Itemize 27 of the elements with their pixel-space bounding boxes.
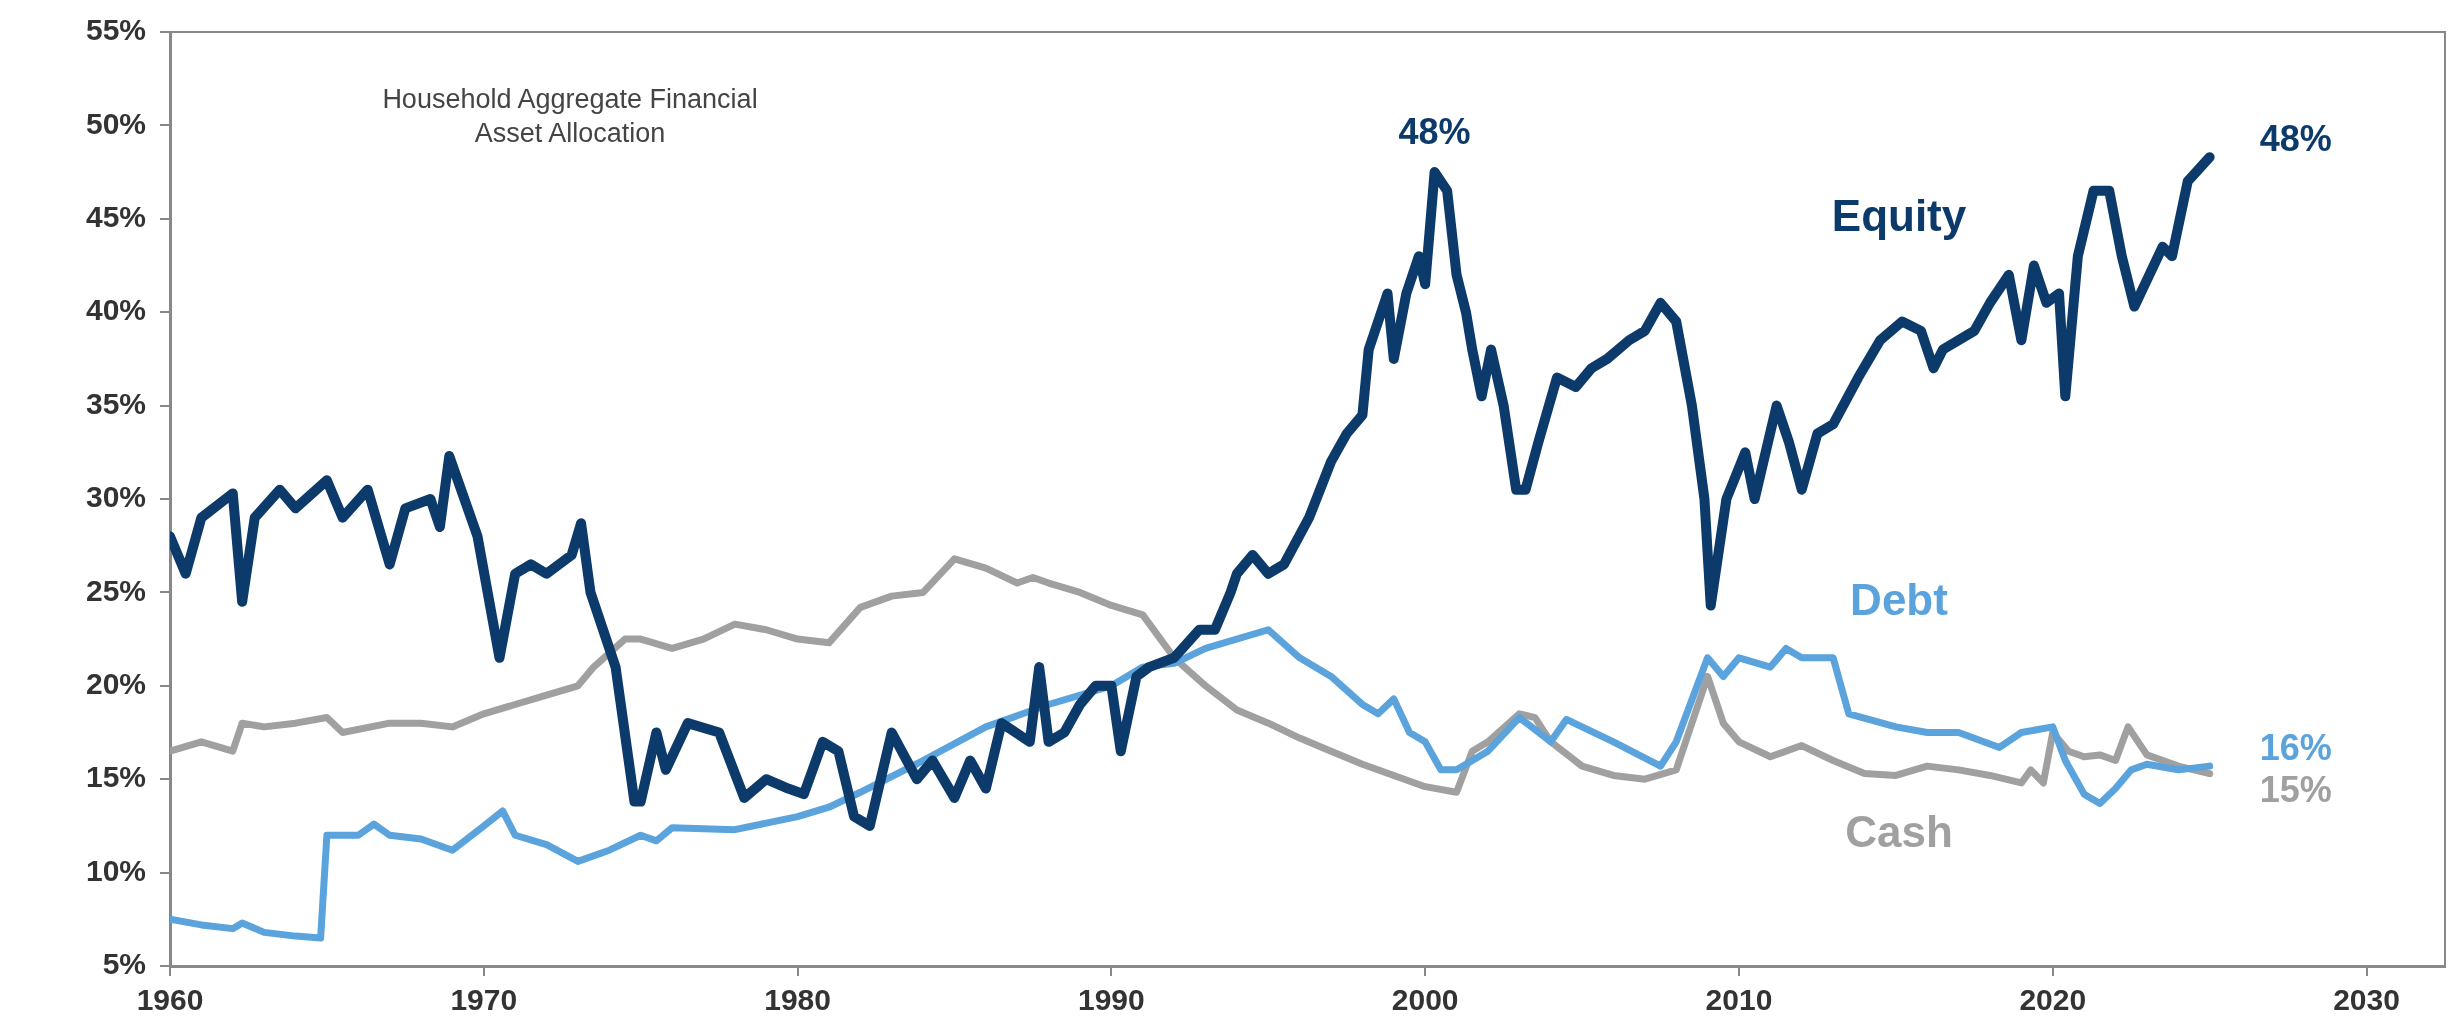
- y-tick-label: 30%: [85, 480, 146, 514]
- x-tick-label: 2020: [2019, 983, 2087, 1017]
- data-label: 15%: [2259, 769, 2332, 811]
- y-tick-label: 45%: [85, 200, 146, 234]
- x-tick-label: 1990: [1078, 983, 1145, 1017]
- y-tick-label: 15%: [85, 760, 146, 794]
- data-label: 48%: [1398, 111, 1471, 153]
- data-label: 48%: [2259, 118, 2332, 160]
- series-label: Cash: [1845, 806, 1953, 856]
- y-tick-label: 35%: [85, 386, 146, 420]
- x-tick-label: 2030: [2333, 983, 2400, 1017]
- data-label: 16%: [2259, 727, 2332, 769]
- x-tick-label: 2000: [1391, 983, 1459, 1017]
- y-tick-label: 25%: [85, 573, 146, 607]
- y-tick-label: 10%: [85, 853, 146, 887]
- x-tick-label: 1970: [450, 983, 518, 1017]
- x-tick-label: 1980: [764, 983, 831, 1017]
- x-tick-label: 2010: [1705, 983, 1773, 1017]
- series-label: Equity: [1831, 191, 1967, 241]
- y-tick-label: 5%: [102, 947, 146, 981]
- y-tick-label: 20%: [85, 667, 146, 701]
- x-tick-label: 1960: [136, 983, 204, 1017]
- y-tick-label: 55%: [85, 13, 146, 47]
- y-tick-label: 50%: [85, 106, 146, 140]
- series-label: Debt: [1850, 574, 1949, 624]
- y-tick-label: 40%: [85, 293, 146, 327]
- text: Household Aggregate Financial Asset Allocation: [382, 83, 758, 148]
